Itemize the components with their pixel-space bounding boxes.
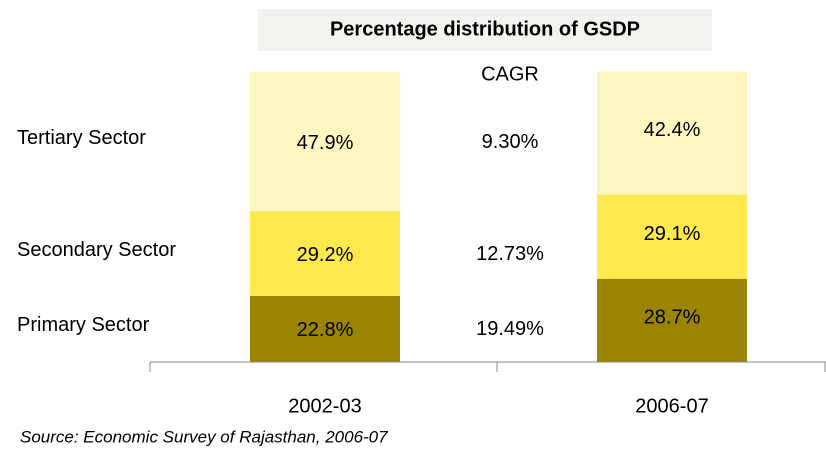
x-tick-label: 2002-03: [288, 395, 361, 417]
bar-segment: [250, 211, 400, 296]
bar-segment: [597, 71, 747, 195]
cagr-value: 9.30%: [482, 131, 539, 153]
x-tick-label: 2006-07: [635, 395, 708, 417]
cagr-header: CAGR: [481, 63, 539, 85]
value-label: 29.2%: [297, 244, 354, 266]
bar-segment: [597, 278, 747, 362]
row-label: Secondary Sector: [17, 239, 176, 261]
cagr-value: 19.49%: [476, 318, 544, 340]
chart-title: Percentage distribution of GSDP: [330, 18, 640, 40]
bar-segment: [597, 194, 747, 279]
value-label: 22.8%: [297, 319, 354, 341]
value-label: 28.7%: [644, 307, 701, 329]
title-box: [258, 9, 712, 51]
bar-segment: [250, 72, 400, 212]
cagr-value: 12.73%: [476, 243, 544, 265]
source: Source: Economic Survey of Rajasthan, 20…: [20, 427, 388, 446]
value-label: 42.4%: [644, 119, 701, 141]
value-label: 29.1%: [644, 223, 701, 245]
row-label: Tertiary Sector: [17, 127, 146, 149]
value-label: 47.9%: [297, 132, 354, 154]
row-label: Primary Sector: [17, 314, 150, 336]
bar-segment: [250, 295, 400, 362]
